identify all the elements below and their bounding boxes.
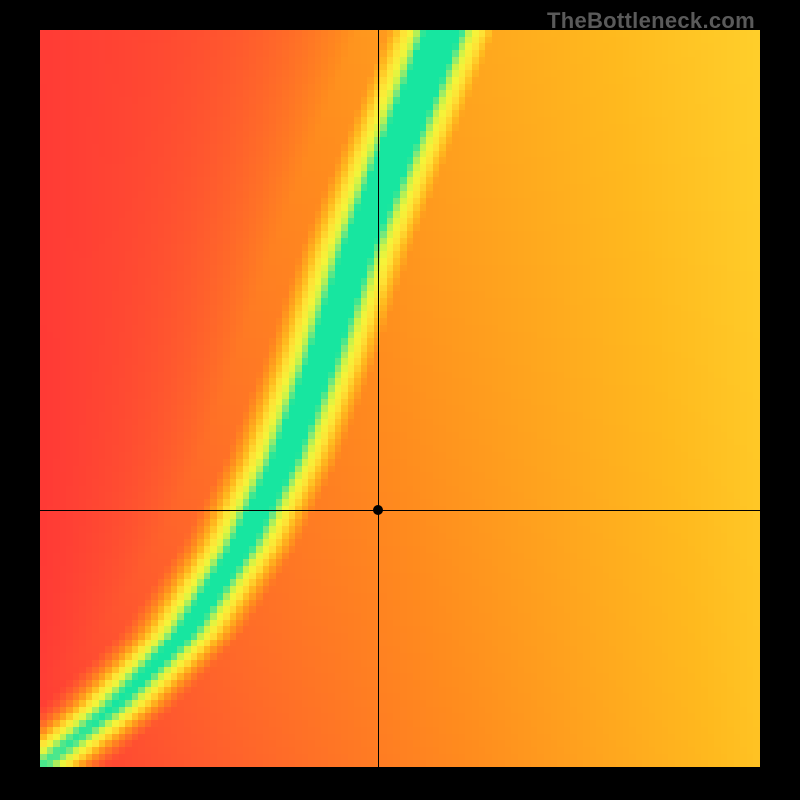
- bottleneck-heatmap: [0, 0, 800, 800]
- crosshair-horizontal: [40, 510, 760, 511]
- plot-container: [0, 0, 800, 800]
- watermark-label: TheBottleneck.com: [547, 8, 755, 34]
- marker-dot: [373, 505, 383, 515]
- crosshair-vertical: [378, 30, 379, 767]
